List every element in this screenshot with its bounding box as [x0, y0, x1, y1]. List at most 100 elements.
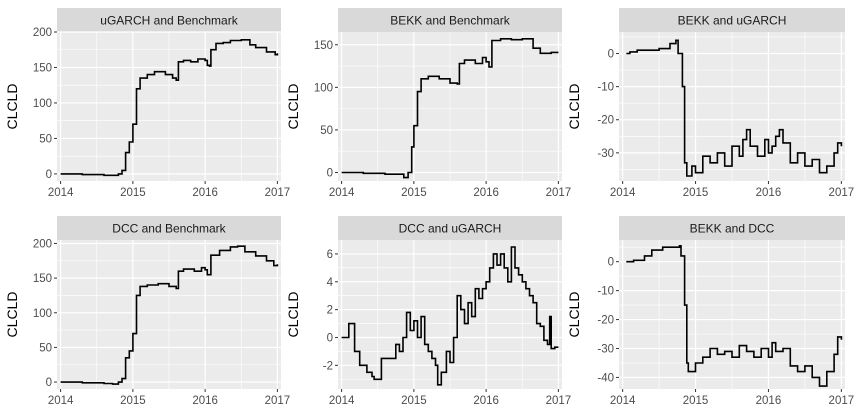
y-tick-label: -20	[597, 115, 614, 127]
x-axis: 2014 2015 2016 2017	[48, 389, 290, 407]
x-tick-label: 2016	[192, 395, 218, 407]
y-tick-label: -10	[597, 286, 614, 298]
y-tick-label: 200	[33, 238, 52, 250]
x-tick-label: 2014	[329, 395, 355, 407]
x-tick-label: 2015	[401, 395, 427, 407]
y-tick-label: 150	[33, 273, 52, 285]
x-tick-label: 2014	[610, 395, 636, 407]
facet-title: DCC and Benchmark	[112, 222, 226, 236]
series-line	[626, 39, 843, 177]
y-tick-label: 100	[33, 308, 52, 320]
y-tick-label: 150	[33, 62, 52, 74]
y-tick-label: 6	[327, 249, 333, 261]
series-line	[60, 245, 279, 385]
x-tick-label: 2016	[756, 187, 782, 199]
y-axis: 0 50 100 150 200	[33, 27, 57, 181]
series-line	[341, 246, 559, 386]
gridlines	[619, 32, 845, 181]
y-tick-label: 0	[327, 167, 333, 179]
strip-background	[338, 216, 562, 240]
y-tick-label: 2	[327, 305, 333, 317]
y-axis-label: CLCLD	[4, 292, 20, 338]
strip-background	[57, 8, 281, 32]
x-tick-label: 2014	[329, 187, 355, 199]
x-tick-label: 2017	[265, 187, 291, 199]
x-tick-label: 2015	[683, 395, 709, 407]
facet-title: uGARCH and Benchmark	[100, 14, 238, 28]
x-tick-label: 2015	[683, 187, 709, 199]
y-tick-label: -30	[597, 148, 614, 160]
x-tick-label: 2017	[546, 187, 572, 199]
x-axis: 2014 2015 2016 2017	[610, 389, 854, 407]
facet-title: DCC and uGARCH	[399, 222, 502, 236]
gridlines	[338, 32, 562, 181]
x-tick-label: 2017	[829, 395, 854, 407]
y-tick-label: 100	[314, 82, 333, 94]
y-axis: -30 -20 -10 0	[597, 49, 619, 160]
strip-background	[338, 8, 562, 32]
y-tick-label: 50	[39, 133, 52, 145]
y-tick-label: -30	[597, 343, 614, 355]
y-tick-label: 0	[608, 49, 614, 61]
x-tick-label: 2017	[265, 395, 291, 407]
x-tick-label: 2014	[48, 395, 74, 407]
x-tick-label: 2015	[120, 395, 146, 407]
x-axis: 2014 2015 2016 2017	[610, 181, 854, 199]
x-tick-label: 2016	[756, 395, 782, 407]
y-tick-label: -10	[597, 82, 614, 94]
x-tick-label: 2014	[48, 187, 74, 199]
strip-background	[619, 216, 845, 240]
y-tick-label: 0	[46, 169, 52, 181]
x-tick-label: 2017	[546, 395, 572, 407]
y-tick-label: 150	[314, 40, 333, 52]
x-tick-label: 2016	[473, 395, 499, 407]
facet-bekk-dcc: BEKK and DCC -40-30-20-100 2014 2015 2016 2…	[566, 216, 854, 407]
x-axis: 2014 2015 2016 2017	[48, 181, 290, 199]
y-axis: 0 50 100 150	[314, 40, 338, 179]
facet-bekk-ugarch: BEKK and uGARCH -30-20-100 2014 2015 2016 2…	[566, 8, 854, 199]
y-tick-label: 0	[608, 257, 614, 269]
y-axis-label: CLCLD	[285, 292, 301, 338]
x-tick-label: 2017	[829, 187, 854, 199]
gridlines	[338, 240, 562, 389]
gridlines	[57, 240, 281, 389]
y-axis-label: CLCLD	[4, 84, 20, 130]
y-axis: -40 -30 -20 -10 0	[597, 257, 619, 384]
facet-title: BEKK and DCC	[690, 222, 775, 236]
y-tick-label: 0	[46, 377, 52, 389]
x-tick-label: 2016	[473, 187, 499, 199]
series-line	[341, 38, 559, 179]
x-tick-label: 2015	[120, 187, 146, 199]
y-tick-label: 4	[327, 277, 334, 289]
x-axis: 2014 2015 2016 2017	[329, 389, 571, 407]
y-axis-label: CLCLD	[566, 84, 582, 130]
y-axis-label: CLCLD	[285, 84, 301, 130]
y-tick-label: 0	[327, 332, 333, 344]
y-axis: -2 0 2 4 6	[323, 249, 338, 372]
y-tick-label: 200	[33, 27, 52, 39]
strip-background	[57, 216, 281, 240]
strip-background	[619, 8, 845, 32]
facet-title: BEKK and Benchmark	[390, 14, 510, 28]
y-axis-label: CLCLD	[566, 292, 582, 338]
x-tick-label: 2014	[610, 187, 636, 199]
y-tick-label: 50	[320, 125, 333, 137]
facet-title: BEKK and uGARCH	[678, 14, 787, 28]
x-axis: 2014 2015 2016 2017	[329, 181, 571, 199]
y-tick-label: -20	[597, 315, 614, 327]
y-tick-label: -40	[597, 372, 614, 384]
y-tick-label: 50	[39, 342, 52, 354]
y-axis: 0 50 100 150 200	[33, 238, 57, 389]
x-tick-label: 2016	[192, 187, 218, 199]
gridlines	[57, 31, 281, 181]
y-tick-label: 100	[33, 98, 52, 110]
series-line	[626, 245, 843, 387]
y-tick-label: -2	[323, 360, 333, 372]
facet-dcc-ugarch: DCC and uGARCH -2 0 2 4 6 2014 2015 2016 2017 C…	[285, 216, 571, 407]
x-tick-label: 2015	[401, 187, 427, 199]
series-line	[60, 39, 279, 177]
